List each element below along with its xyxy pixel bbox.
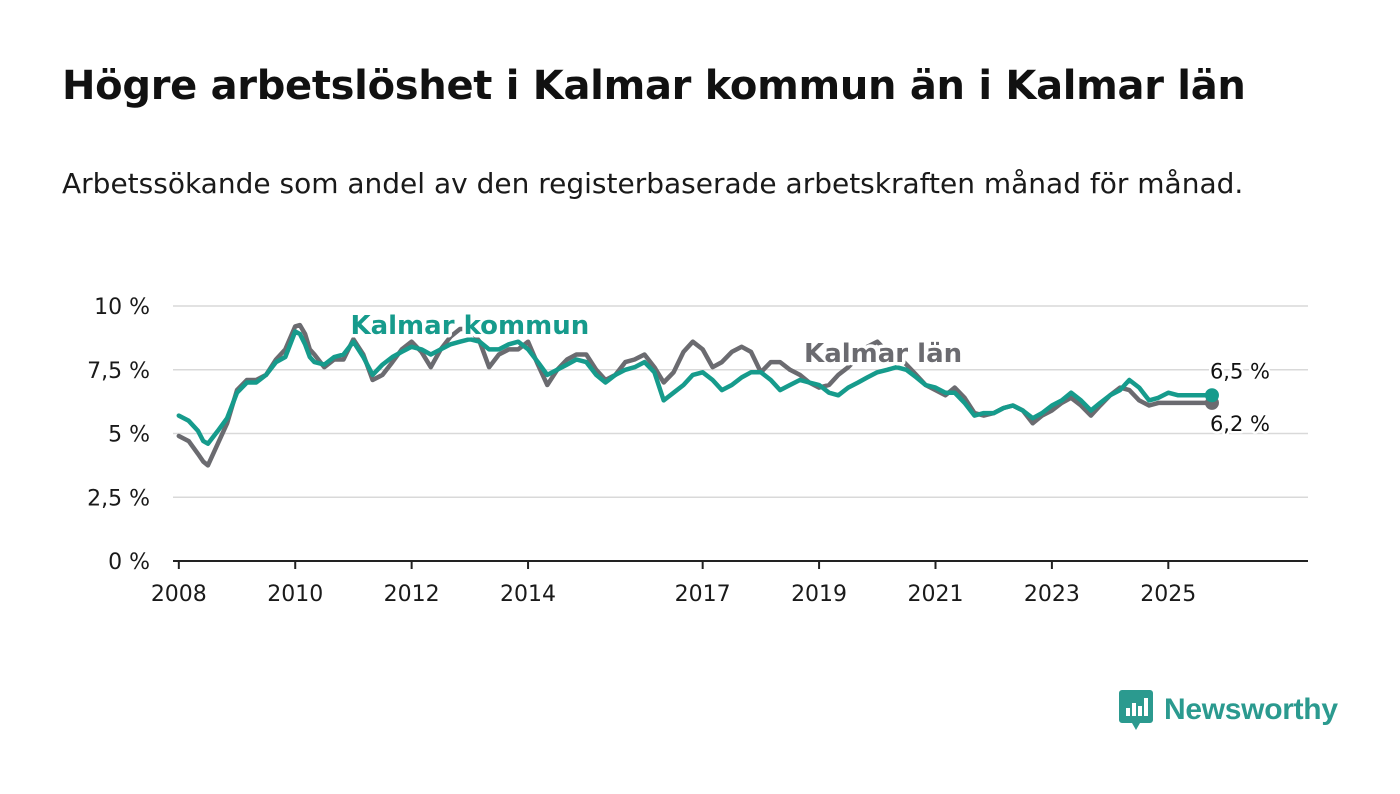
x-tick-label: 2012 xyxy=(384,582,440,607)
x-tick-label: 2010 xyxy=(267,582,323,607)
y-tick-label: 5 % xyxy=(108,423,150,448)
series-labels: 6,5 % 6,2 % Kalmar kommun Kalmar län xyxy=(347,308,1273,439)
x-tick-label: 2019 xyxy=(791,582,847,607)
y-tick-label: 7,5 % xyxy=(87,359,150,384)
y-axis-ticks: 0 % 2,5 % 5 % 7,5 % 10 % xyxy=(87,295,150,575)
x-tick-label: 2014 xyxy=(500,582,556,607)
grid-lines xyxy=(173,305,1308,498)
x-tick-label: 2021 xyxy=(907,582,963,607)
chart-subtitle: Arbetssökande som andel av den registerb… xyxy=(62,167,1244,200)
series-label-kalmar-kommun: Kalmar kommun xyxy=(350,311,589,341)
end-label-kalmar-lan: 6,2 % xyxy=(1210,412,1270,436)
y-tick-label: 10 % xyxy=(94,295,150,320)
brand-name: Newsworthy xyxy=(1164,693,1338,726)
chart-title: Högre arbetslöshet i Kalmar kommun än i … xyxy=(62,63,1246,109)
y-tick-label: 2,5 % xyxy=(87,486,150,511)
y-tick-label: 0 % xyxy=(108,550,150,575)
series-line-kalmar-län xyxy=(176,322,1215,468)
x-tick-label: 2023 xyxy=(1024,582,1080,607)
x-tick-label: 2008 xyxy=(151,582,207,607)
newsworthy-brand: Newsworthy xyxy=(1118,688,1338,732)
series-lines xyxy=(176,322,1219,468)
series-line-kalmar-kommun xyxy=(176,329,1215,446)
end-label-kalmar-kommun: 6,5 % xyxy=(1210,359,1270,383)
newsworthy-logo-icon xyxy=(1119,690,1153,730)
x-tick-label: 2025 xyxy=(1140,582,1196,607)
x-axis: 2008 2010 2012 2014 2017 2019 2021 2023 2025 xyxy=(151,560,1308,607)
series-end-point-kalmar-kommun xyxy=(1204,388,1219,403)
series-label-kalmar-län: Kalmar län xyxy=(804,339,962,369)
x-tick-label: 2017 xyxy=(675,582,731,607)
